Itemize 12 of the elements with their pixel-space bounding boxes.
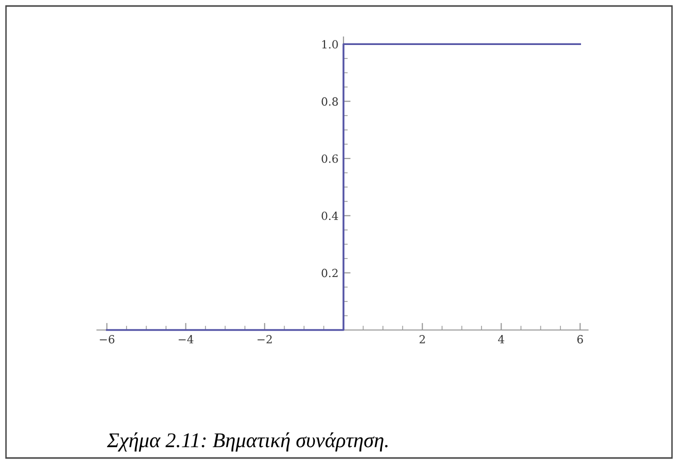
x-tick-label: 4 [498, 335, 504, 344]
y-tick-label: 0.4 [322, 212, 338, 220]
y-tick-label: 0.2 [322, 268, 338, 278]
y-tick-label: 1.0 [322, 40, 338, 49]
text: Σχήμα 2.11: Βηματική συνάρτηση. [106, 432, 388, 452]
x-tick-label: 6 [577, 335, 583, 344]
y-tick-label: 0.8 [322, 97, 338, 106]
y-tick-label: 0.6 [322, 154, 338, 163]
x-tick-label: −4 [178, 335, 194, 344]
x-tick-label: −6 [100, 335, 114, 344]
x-tick-label: 2 [420, 335, 425, 344]
x-tick-label: −2 [258, 335, 272, 344]
